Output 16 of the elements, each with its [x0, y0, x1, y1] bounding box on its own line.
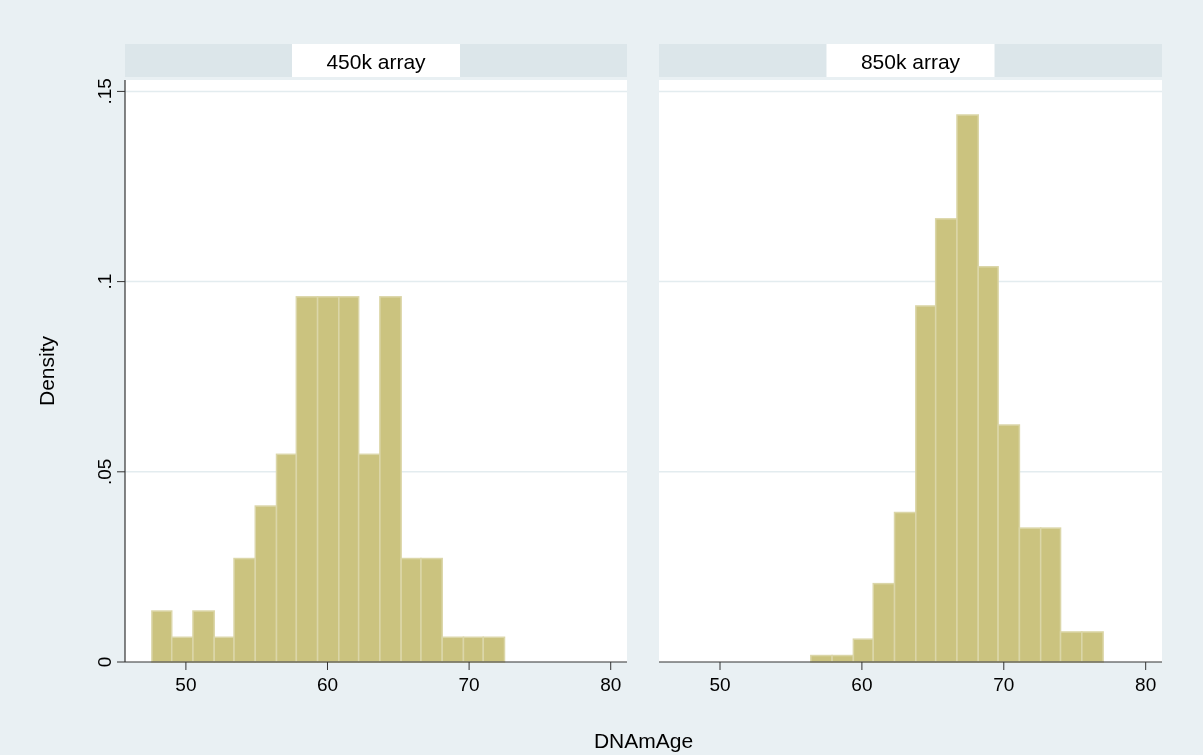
x-tick-label: 50 — [175, 674, 197, 695]
chart-title: 450k array — [326, 50, 427, 73]
y-tick-label: .1 — [94, 273, 115, 290]
x-tick-label: 50 — [709, 674, 731, 695]
x-tick-label: 80 — [600, 674, 622, 695]
y-tick-label: .05 — [94, 458, 115, 486]
x-tick-label: 80 — [1135, 674, 1157, 695]
x-tick-label: 70 — [458, 674, 480, 695]
x-tick-label: 70 — [993, 674, 1015, 695]
y-axis-title: Density — [35, 335, 58, 407]
y-tick-label: 0 — [94, 656, 115, 668]
x-axis-title: DNAmAge — [593, 729, 694, 752]
x-tick-label: 60 — [316, 674, 339, 695]
x-tick-label: 60 — [851, 674, 873, 695]
y-tick-label: .15 — [94, 78, 115, 105]
chart-title: 850k array — [860, 50, 961, 73]
